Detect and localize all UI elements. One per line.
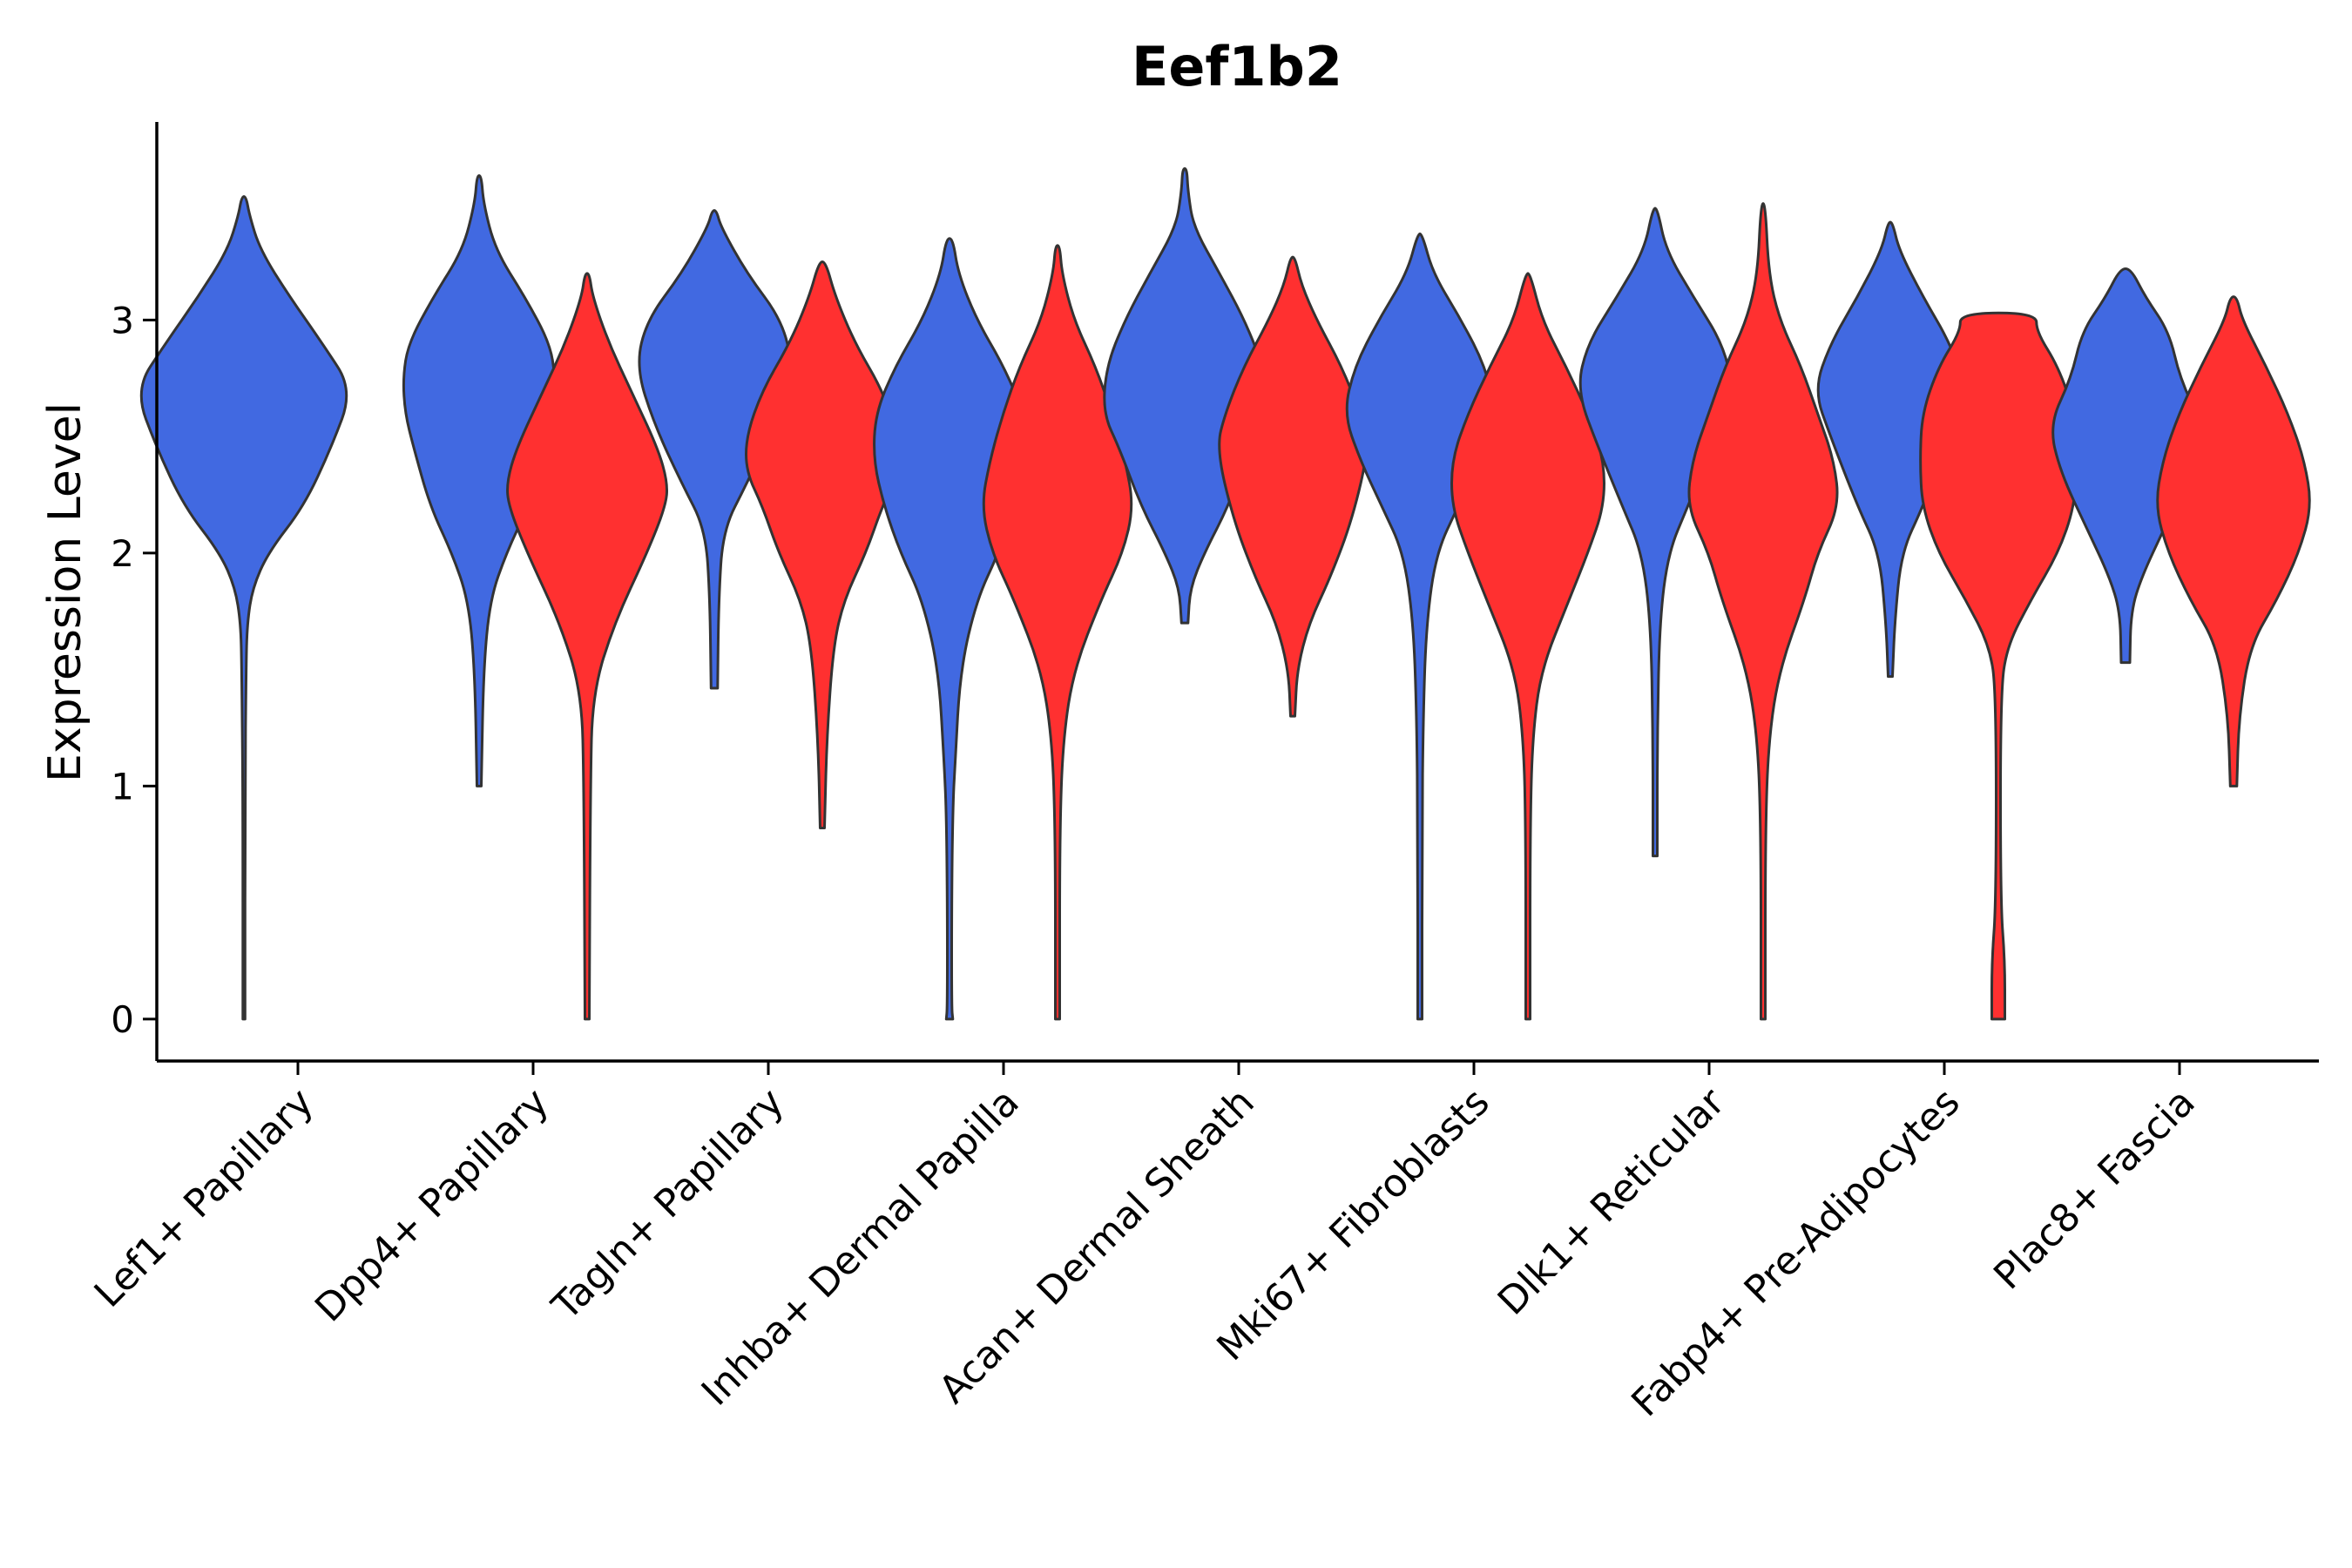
violin-2-blue <box>638 209 791 690</box>
chart-title: Eef1b2 <box>1132 35 1342 98</box>
violin-3-red <box>982 244 1133 1021</box>
violin-4-red <box>1218 255 1368 718</box>
violin-8-blue <box>2051 267 2200 665</box>
y-tick-label-0: 0 <box>111 998 134 1041</box>
violin-0-blue <box>139 195 348 1021</box>
y-axis-label: Expression Level <box>39 402 91 782</box>
x-tick-label-5: Mki67+ Fibroblasts <box>1208 1080 1497 1369</box>
y-tick-label-3: 3 <box>111 299 134 341</box>
x-tick-label-0: Lef1+ Papillary <box>86 1080 322 1316</box>
y-tick-label-1: 1 <box>111 765 134 808</box>
violin-6-red <box>1687 202 1839 1021</box>
violin-7-red <box>1919 311 2078 1021</box>
x-tick-label-2: Tagln+ Papillary <box>544 1080 793 1329</box>
violin-2-red <box>745 260 900 829</box>
violins-layer <box>139 167 2311 1021</box>
x-tick-label-1: Dpp4+ Papillary <box>307 1080 558 1331</box>
violin-5-red <box>1450 272 1605 1021</box>
violin-8-red <box>2156 295 2311 787</box>
violin-1-blue <box>402 174 557 787</box>
violin-3-blue <box>873 237 1026 1021</box>
violin-6-blue <box>1578 206 1732 858</box>
x-tick-label-8: Plac8+ Fascia <box>1985 1080 2204 1299</box>
x-tick-label-6: Dlk1+ Reticular <box>1490 1079 1734 1324</box>
violin-5-blue <box>1345 232 1495 1021</box>
y-tick-label-2: 2 <box>111 532 134 575</box>
violin-7-blue <box>1816 220 1964 679</box>
violin-1-red <box>506 272 668 1021</box>
